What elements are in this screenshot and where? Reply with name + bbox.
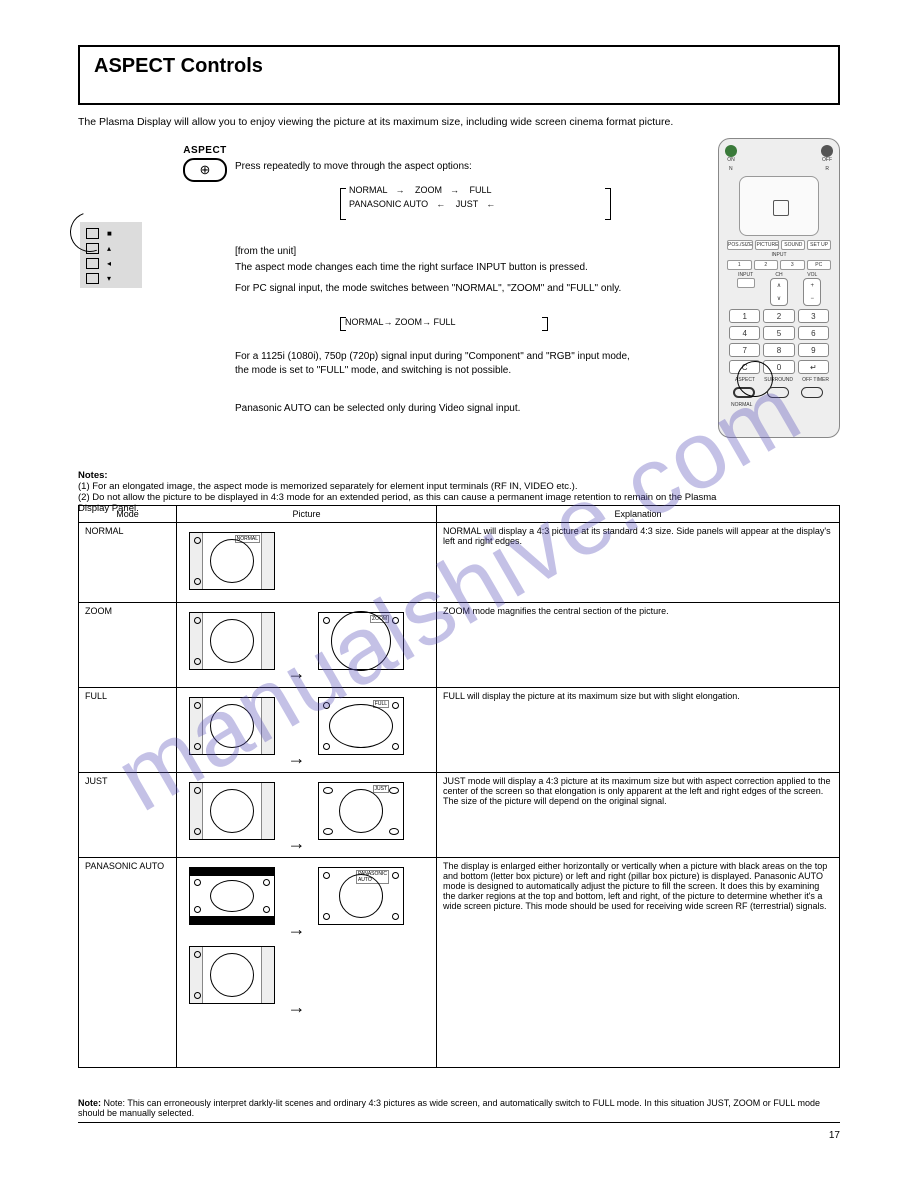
bracket-icon bbox=[542, 317, 548, 331]
aspect-diagram-icon: ZOOM bbox=[318, 612, 404, 670]
press-repeat-text: Press repeatedly to move through the asp… bbox=[235, 160, 635, 174]
table-row: FULL → FULL FULL will display the pictur… bbox=[79, 688, 840, 773]
aspect-diagram-icon bbox=[189, 946, 275, 1004]
remote-illustration: ON OFF NR POS./SIZE PICTURE SOUND SET UP… bbox=[718, 138, 840, 438]
aspect-button-icon: ⊕ bbox=[183, 158, 227, 182]
aspect-diagram-icon bbox=[189, 612, 275, 670]
left-icon: ◂ bbox=[107, 259, 111, 268]
table-header: Mode bbox=[79, 506, 177, 523]
aspect-diagram-icon: JUST bbox=[318, 782, 404, 840]
from-unit-block: [from the unit] The aspect mode changes … bbox=[235, 245, 635, 296]
aspect-label: ASPECT bbox=[175, 145, 235, 156]
auto-note: Panasonic AUTO can be selected only duri… bbox=[235, 402, 635, 416]
aspect-diagram-icon bbox=[189, 782, 275, 840]
page-title: ASPECT Controls bbox=[94, 55, 263, 77]
aspect-diagram-icon: PANASONICAUTO bbox=[318, 867, 404, 925]
hd-note: For a 1125i (1080i), 750p (720p) signal … bbox=[235, 350, 635, 377]
aspect-button-illustration: ASPECT ⊕ bbox=[175, 145, 235, 182]
aspect-flow-main: NORMAL→ ZOOM→ FULL PANASONIC AUTO← JUST← bbox=[345, 185, 625, 209]
bracket-icon bbox=[605, 188, 611, 220]
arrow-icon: → bbox=[288, 833, 306, 854]
aspect-diagram-icon bbox=[189, 867, 275, 925]
page-number: 17 bbox=[829, 1130, 840, 1141]
arrow-icon: → bbox=[288, 748, 306, 769]
arrow-icon: → bbox=[288, 997, 306, 1018]
sound-icon: SOUND bbox=[781, 240, 805, 250]
aspect-diagram-icon: FULL bbox=[318, 697, 404, 755]
unit-button-cutout: ■ ▴ ◂ ▾ bbox=[80, 222, 142, 288]
aspect-diagram-icon: NORMAL bbox=[189, 532, 275, 590]
table-row: JUST → JUST JUST mode will display a 4:3… bbox=[79, 773, 840, 858]
table-row: PANASONIC AUTO → PANASONICAUTO → The dis… bbox=[79, 858, 840, 1068]
arrow-icon: → bbox=[288, 919, 306, 940]
dpad-icon bbox=[739, 176, 819, 236]
bracket-icon bbox=[340, 317, 346, 331]
table-header: Picture bbox=[177, 506, 437, 523]
down-icon: ▾ bbox=[107, 274, 111, 283]
table-row: ZOOM → ZOOM ZOOM mode magnifies the cent… bbox=[79, 603, 840, 688]
footer-rule bbox=[78, 1122, 840, 1123]
table-row: NORMAL NORMAL NORMAL will display a 4:3 … bbox=[79, 523, 840, 603]
power-off-icon bbox=[821, 145, 833, 157]
intro-text: The Plasma Display will allow you to enj… bbox=[78, 115, 840, 129]
up-icon: ▴ bbox=[107, 244, 111, 253]
aspect-flow-pc: NORMAL→ ZOOM→ FULL bbox=[345, 317, 565, 327]
arrow-icon: → bbox=[288, 663, 306, 684]
possize-icon: POS./SIZE bbox=[727, 240, 753, 250]
table-header: Explanation bbox=[437, 506, 840, 523]
footer-note: Note: Note: This can erroneously interpr… bbox=[78, 1098, 840, 1118]
aspect-diagram-icon bbox=[189, 697, 275, 755]
bracket-icon bbox=[340, 188, 346, 220]
power-on-icon bbox=[725, 145, 737, 157]
page-title-box: ASPECT Controls bbox=[78, 45, 840, 105]
vol-rocker-icon: +− bbox=[803, 278, 821, 306]
remote-aspect-button-icon bbox=[733, 387, 755, 398]
picture-icon: PICTURE bbox=[755, 240, 779, 250]
aspect-mode-table: Mode Picture Explanation NORMAL NORMAL N… bbox=[78, 505, 840, 1068]
setup-icon: SET UP bbox=[807, 240, 831, 250]
ch-rocker-icon: ∧∨ bbox=[770, 278, 788, 306]
